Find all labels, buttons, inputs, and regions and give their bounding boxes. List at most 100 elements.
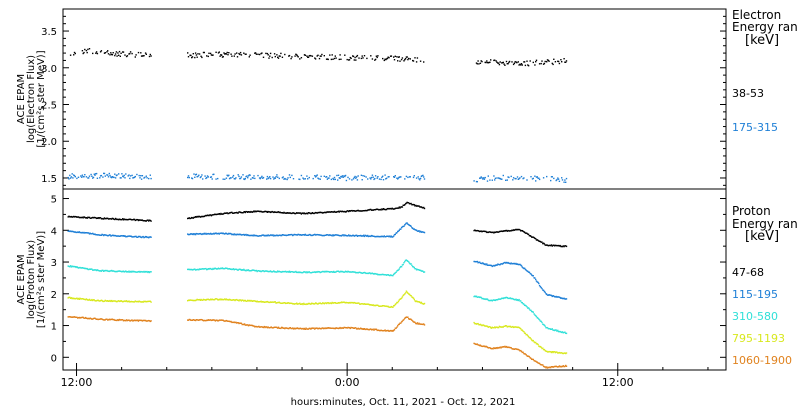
data-point	[358, 328, 360, 330]
data-point	[409, 225, 411, 227]
data-point	[551, 176, 553, 178]
data-point	[203, 215, 205, 218]
data-point	[280, 234, 282, 237]
data-point	[273, 271, 276, 273]
data-point	[533, 359, 535, 362]
data-point	[308, 302, 310, 305]
data-point	[535, 361, 538, 363]
data-point	[550, 294, 552, 296]
data-point	[314, 58, 317, 60]
data-point	[369, 208, 371, 211]
data-point	[348, 178, 351, 180]
data-point	[480, 230, 482, 232]
data-point	[287, 302, 289, 304]
data-point	[262, 211, 265, 213]
data-point	[238, 52, 240, 55]
data-point	[117, 235, 119, 237]
data-point	[347, 176, 349, 179]
data-point	[501, 346, 504, 348]
data-point	[128, 270, 130, 272]
data-point	[495, 326, 497, 328]
data-point	[535, 180, 537, 182]
data-point	[326, 211, 329, 213]
data-point	[486, 264, 489, 266]
data-point	[312, 234, 314, 236]
data-point	[206, 233, 209, 235]
data-point	[188, 268, 190, 271]
data-point	[378, 305, 380, 307]
data-point	[239, 211, 241, 213]
data-point	[82, 217, 84, 219]
data-point	[202, 298, 205, 301]
data-point	[549, 328, 551, 330]
data-point	[269, 176, 271, 178]
data-point	[138, 235, 140, 238]
data-point	[109, 299, 111, 302]
data-point	[208, 319, 210, 321]
data-point	[82, 298, 84, 300]
data-point	[377, 208, 379, 211]
data-point	[304, 178, 306, 180]
data-point	[307, 56, 310, 58]
data-point	[260, 176, 262, 179]
data-point	[340, 301, 343, 303]
data-point	[88, 317, 90, 320]
data-point	[194, 233, 196, 235]
data-point	[331, 271, 333, 273]
data-point	[80, 231, 82, 234]
data-point	[516, 263, 519, 265]
data-point	[397, 269, 399, 272]
data-point	[273, 301, 275, 303]
data-point	[193, 299, 195, 302]
data-point	[520, 175, 523, 178]
data-point	[73, 51, 76, 54]
data-point	[355, 272, 357, 274]
data-point	[514, 263, 516, 265]
data-point	[88, 48, 91, 50]
data-point	[188, 318, 190, 321]
data-point	[360, 303, 363, 305]
data-point	[356, 302, 359, 304]
data-point	[110, 218, 113, 220]
data-point	[518, 178, 520, 180]
data-point	[532, 61, 534, 64]
data-point	[354, 327, 356, 329]
data-point	[538, 240, 541, 242]
data-point	[522, 351, 524, 353]
data-point	[194, 299, 196, 302]
data-point	[367, 209, 370, 211]
data-point	[203, 268, 205, 270]
data-point	[243, 178, 246, 181]
data-point	[385, 274, 387, 276]
data-point	[133, 301, 135, 303]
data-point	[534, 175, 536, 177]
x-tick-label: 12:00	[602, 376, 634, 389]
data-point	[320, 302, 322, 305]
data-point	[372, 304, 374, 306]
electron-series-175-315	[473, 174, 568, 183]
data-point	[345, 301, 348, 304]
data-point	[242, 323, 244, 326]
data-point	[355, 327, 357, 329]
data-point	[551, 62, 553, 65]
data-point	[91, 298, 93, 301]
data-point	[134, 56, 136, 58]
data-point	[565, 352, 568, 354]
data-point	[318, 302, 321, 304]
data-point	[501, 297, 504, 299]
data-point	[535, 315, 537, 317]
data-point	[132, 177, 134, 179]
data-point	[541, 287, 543, 290]
data-point	[482, 297, 484, 300]
data-point	[106, 51, 108, 53]
data-point	[538, 178, 541, 181]
data-point	[520, 349, 522, 352]
data-point	[266, 327, 269, 329]
data-point	[390, 274, 393, 277]
data-point	[254, 210, 257, 212]
data-point	[335, 234, 337, 236]
data-point	[509, 325, 512, 328]
data-point	[303, 303, 306, 305]
data-point	[272, 211, 274, 213]
data-point	[118, 50, 121, 53]
